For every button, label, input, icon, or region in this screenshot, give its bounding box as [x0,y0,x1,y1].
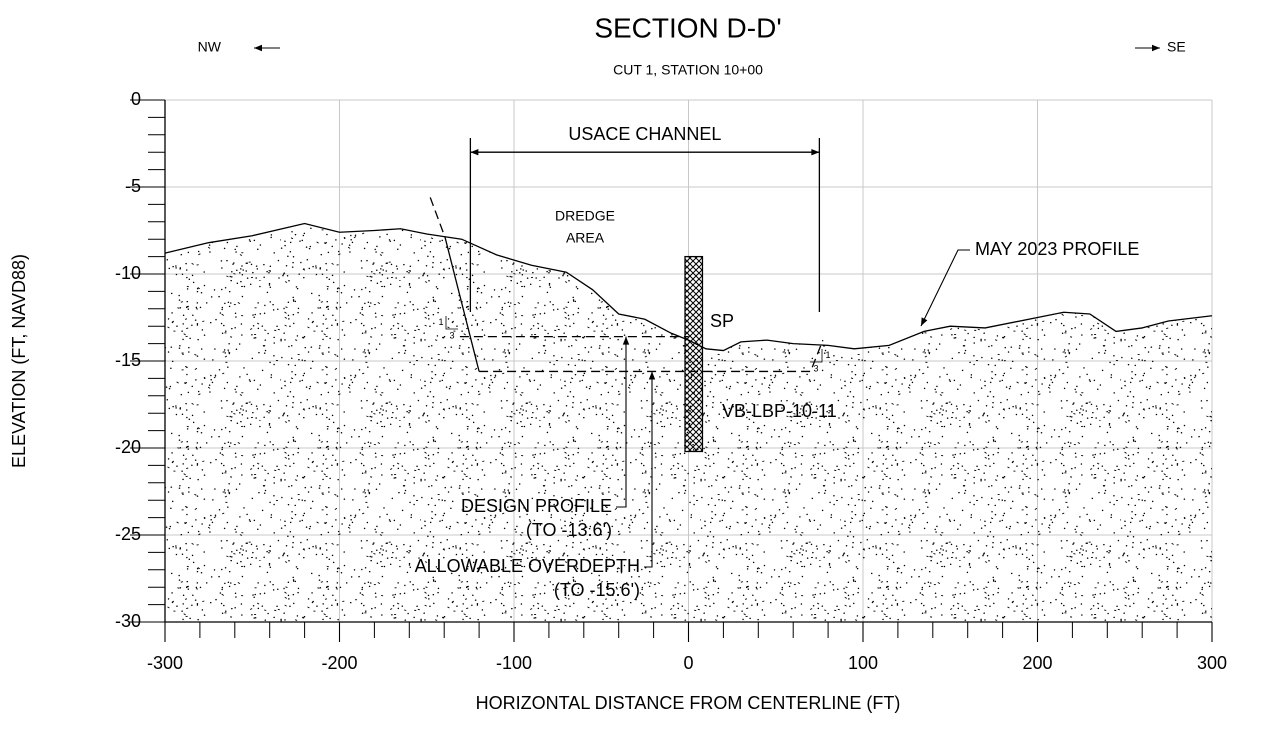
dredge-label: DREDGE [555,208,615,224]
x-tick-label: -300 [147,653,183,673]
design-note: (TO -15.6') [554,580,640,600]
dredge-label: AREA [566,230,605,246]
slope-run: 3 [813,363,818,373]
leader [920,249,970,327]
x-tick-label: 100 [848,653,878,673]
x-tick-label: 0 [683,653,693,673]
x-tick-label: -200 [321,653,357,673]
chart-subtitle: CUT 1, STATION 10+00 [613,62,763,78]
x-tick-label: -100 [496,653,532,673]
profile-label: MAY 2023 PROFILE [975,239,1139,259]
y-tick-label: -30 [115,611,141,631]
profile-line [429,197,446,238]
x-tick-label: 200 [1022,653,1052,673]
design-note: (TO -13.6') [526,520,612,540]
leader [616,336,630,508]
chart-title: SECTION D-D' [594,12,781,43]
direction-right: SE [1167,39,1186,55]
direction-left: NW [198,39,222,55]
design-label: ALLOWABLE OVERDEPTH [415,556,640,576]
boring [684,255,704,453]
design-label: DESIGN PROFILE [461,496,612,516]
slope-run: 3 [449,330,454,340]
y-tick-label: 0 [131,89,141,109]
slope-mark [810,349,823,363]
y-tick-label: -10 [115,263,141,283]
leader [644,371,656,568]
slope-mark [445,316,458,330]
channel-label: USACE CHANNEL [568,124,721,144]
slope-rise: 1 [825,350,830,360]
x-axis-label: HORIZONTAL DISTANCE FROM CENTERLINE (FT) [476,693,901,713]
slope-rise: 1 [438,317,443,327]
y-tick-label: -20 [115,437,141,457]
boring-soil: SP [710,311,734,331]
profile-line [444,237,480,372]
profile-line [164,222,1213,352]
y-tick-label: -5 [125,176,141,196]
x-tick-label: 300 [1197,653,1227,673]
boring-name: VB-LBP-10-11 [722,401,837,421]
y-tick-label: -15 [115,350,141,370]
y-axis-label: ELEVATION (FT, NAVD88) [9,254,29,468]
profile-line [479,339,824,373]
y-tick-label: -25 [115,524,141,544]
